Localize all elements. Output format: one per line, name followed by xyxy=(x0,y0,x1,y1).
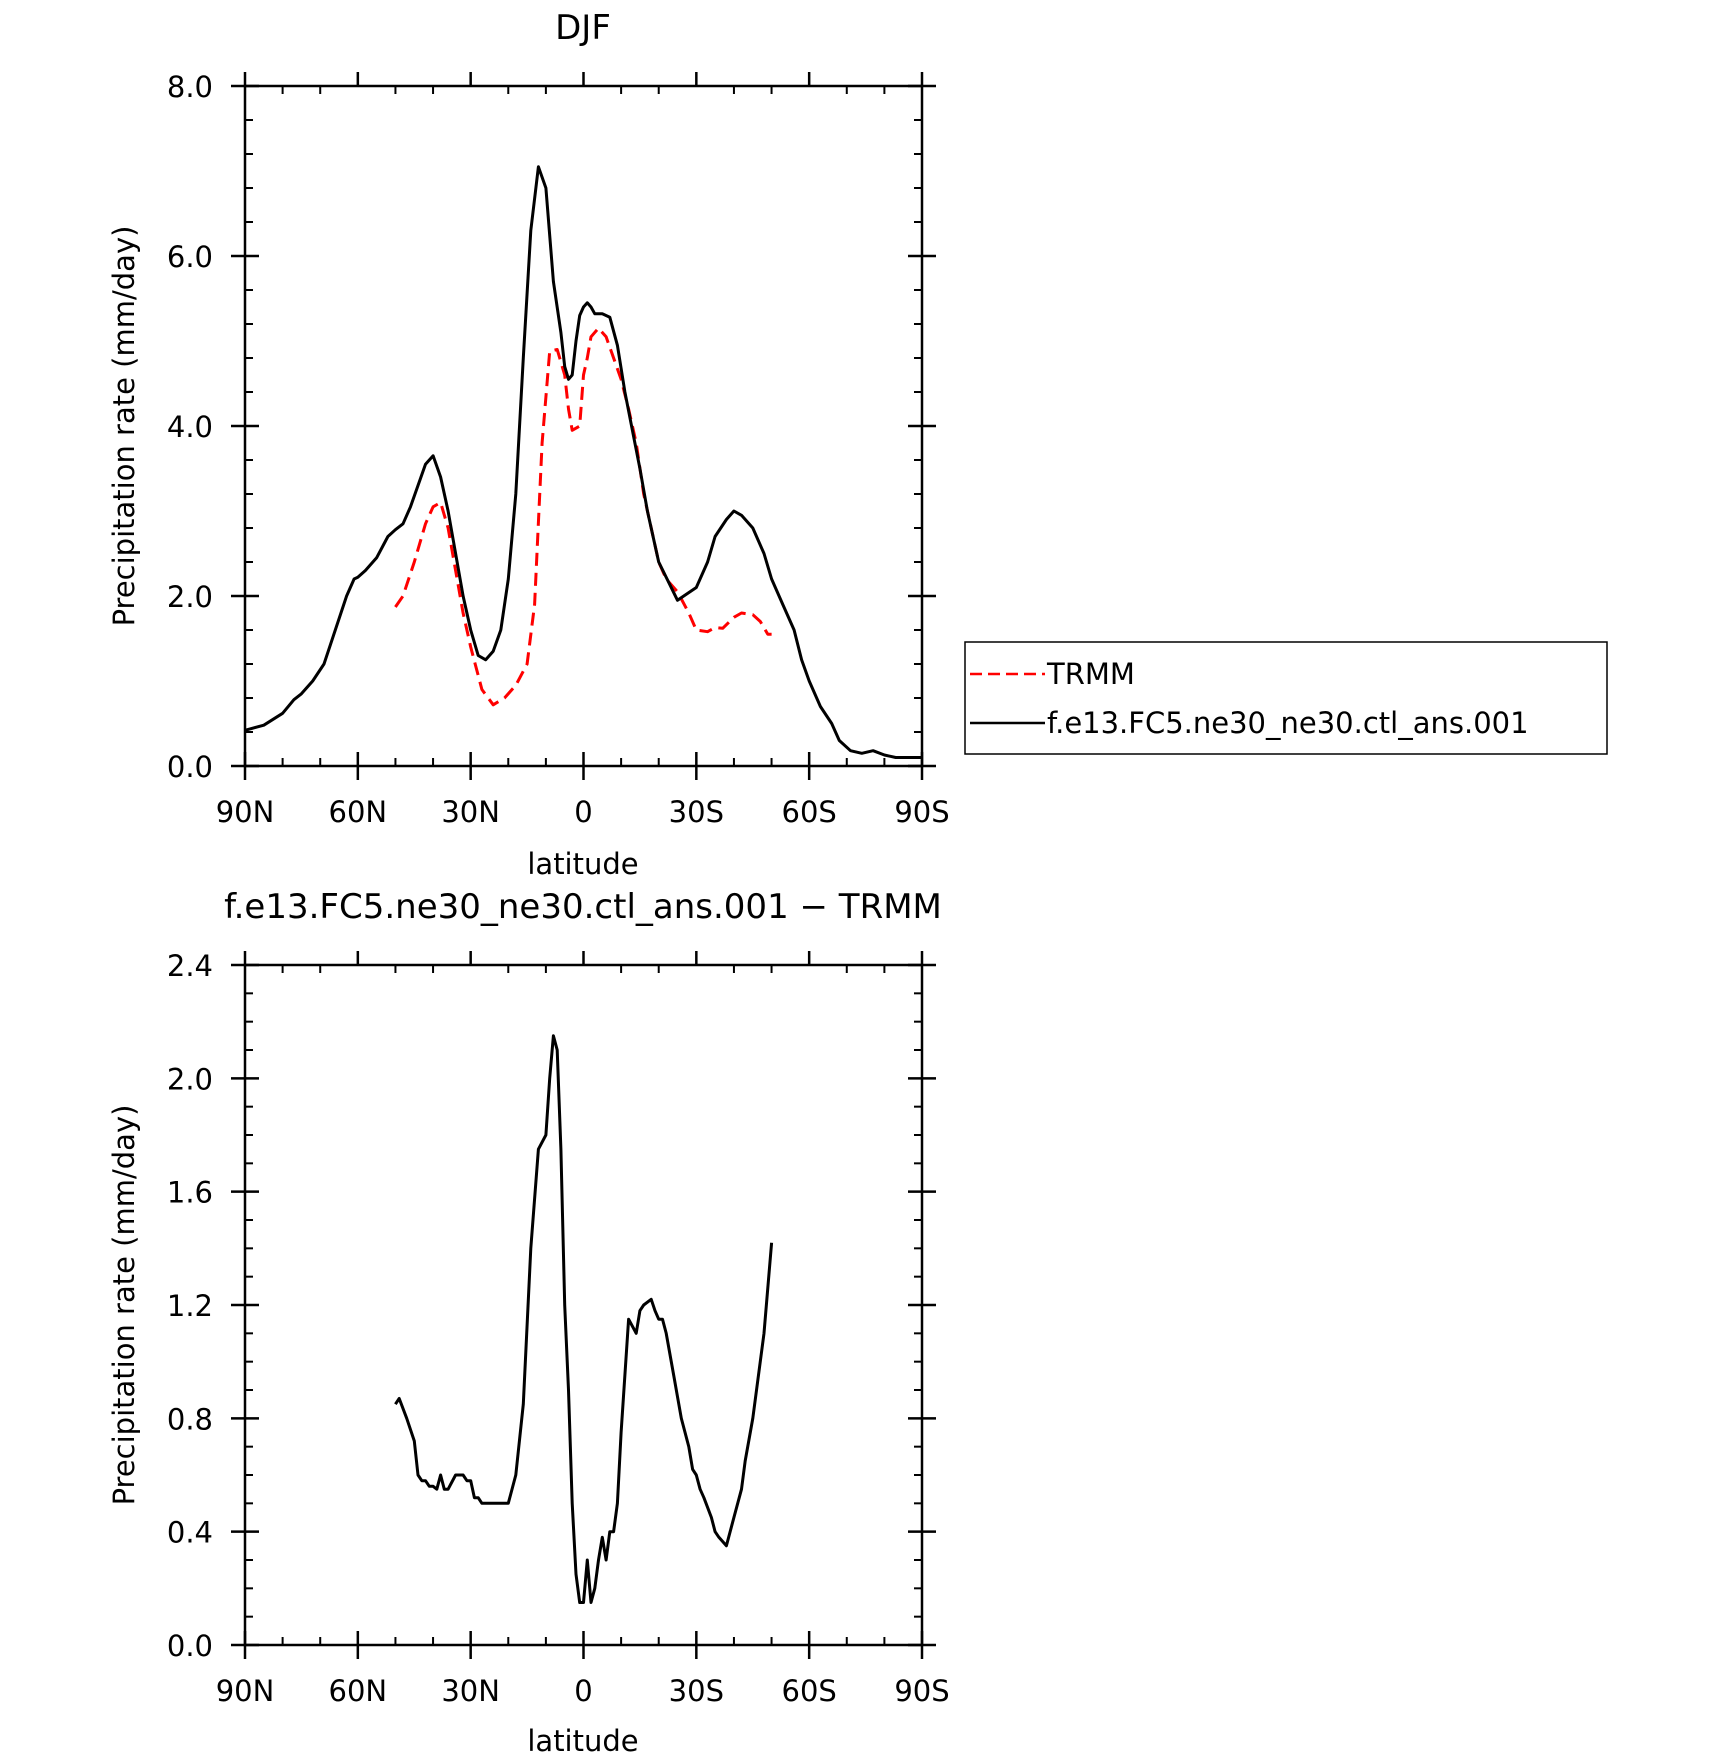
y-tick-label: 2.0 xyxy=(167,1062,213,1096)
y-tick-label: 2.0 xyxy=(167,580,213,614)
bottom-series-group xyxy=(394,1034,774,1604)
y-tick-label: 0.0 xyxy=(167,1629,213,1663)
bottom-y-axis-label: Precipitation rate (mm/day) xyxy=(107,1105,141,1506)
bottom-x-axis-label: latitude xyxy=(527,1724,638,1758)
y-tick-label: 4.0 xyxy=(167,410,213,444)
y-tick-label: 8.0 xyxy=(167,70,213,104)
x-tick-label: 0 xyxy=(574,795,592,829)
legend-model-label: f.e13.FC5.ne30_ne30.ctl_ans.001 xyxy=(1047,706,1529,740)
x-tick-label: 30N xyxy=(441,795,500,829)
x-tick-label: 0 xyxy=(574,1674,592,1708)
y-tick-label: 0.8 xyxy=(167,1402,213,1436)
series-line-difference xyxy=(394,1034,774,1604)
x-tick-label: 90S xyxy=(894,795,949,829)
series-line-trmm xyxy=(394,326,772,707)
top-series-group xyxy=(244,165,922,759)
x-tick-label: 30N xyxy=(441,1674,500,1708)
bottom-panel: f.e13.FC5.ne30_ne30.ctl_ans.001 − TRMM 9… xyxy=(107,887,950,1758)
x-tick-label: 60N xyxy=(329,795,388,829)
y-tick-label: 0.4 xyxy=(167,1516,213,1550)
series-line-f-e13-fc5-ne30-ne30-ctl-ans-001 xyxy=(244,165,922,759)
x-tick-label: 30S xyxy=(669,1674,724,1708)
y-tick-label: 6.0 xyxy=(167,240,213,274)
bottom-axis-ticks: 90N 60N 30N 0 30S 60S 90S 0.0 0.4 0.8 1.2 1.6 2.0 2.4 xyxy=(167,949,950,1708)
y-tick-label: 0.0 xyxy=(167,750,213,784)
x-tick-label: 60S xyxy=(782,795,837,829)
y-tick-label: 1.2 xyxy=(167,1289,213,1323)
x-tick-label: 90N xyxy=(216,1674,275,1708)
bottom-panel-title: f.e13.FC5.ne30_ne30.ctl_ans.001 − TRMM xyxy=(224,887,942,927)
top-x-axis-label: latitude xyxy=(527,847,638,881)
legend-box xyxy=(964,641,1608,755)
x-tick-label: 90S xyxy=(894,1674,949,1708)
legend-trmm-label: TRMM xyxy=(1046,657,1135,691)
x-tick-label: 60S xyxy=(782,1674,837,1708)
top-panel-title: DJF xyxy=(555,8,611,48)
y-tick-label: 2.4 xyxy=(167,949,213,983)
x-tick-label: 30S xyxy=(669,795,724,829)
top-axis-ticks: 90N 60N 30N 0 30S 60S 90S 0.0 2.0 4.0 6.0 8.0 xyxy=(167,70,950,829)
y-tick-label: 1.6 xyxy=(167,1176,213,1210)
top-plot-frame xyxy=(243,84,924,768)
legend: TRMM f.e13.FC5.ne30_ne30.ctl_ans.001 xyxy=(964,641,1608,755)
top-y-axis-label: Precipitation rate (mm/day) xyxy=(107,226,141,627)
top-panel: DJF 90N 60N 30N 0 30S 60S 90S 0.0 2.0 4.0 6.0 8.0 l… xyxy=(107,8,950,881)
x-tick-label: 60N xyxy=(329,1674,388,1708)
bottom-plot-frame xyxy=(243,963,924,1647)
x-tick-label: 90N xyxy=(216,795,275,829)
